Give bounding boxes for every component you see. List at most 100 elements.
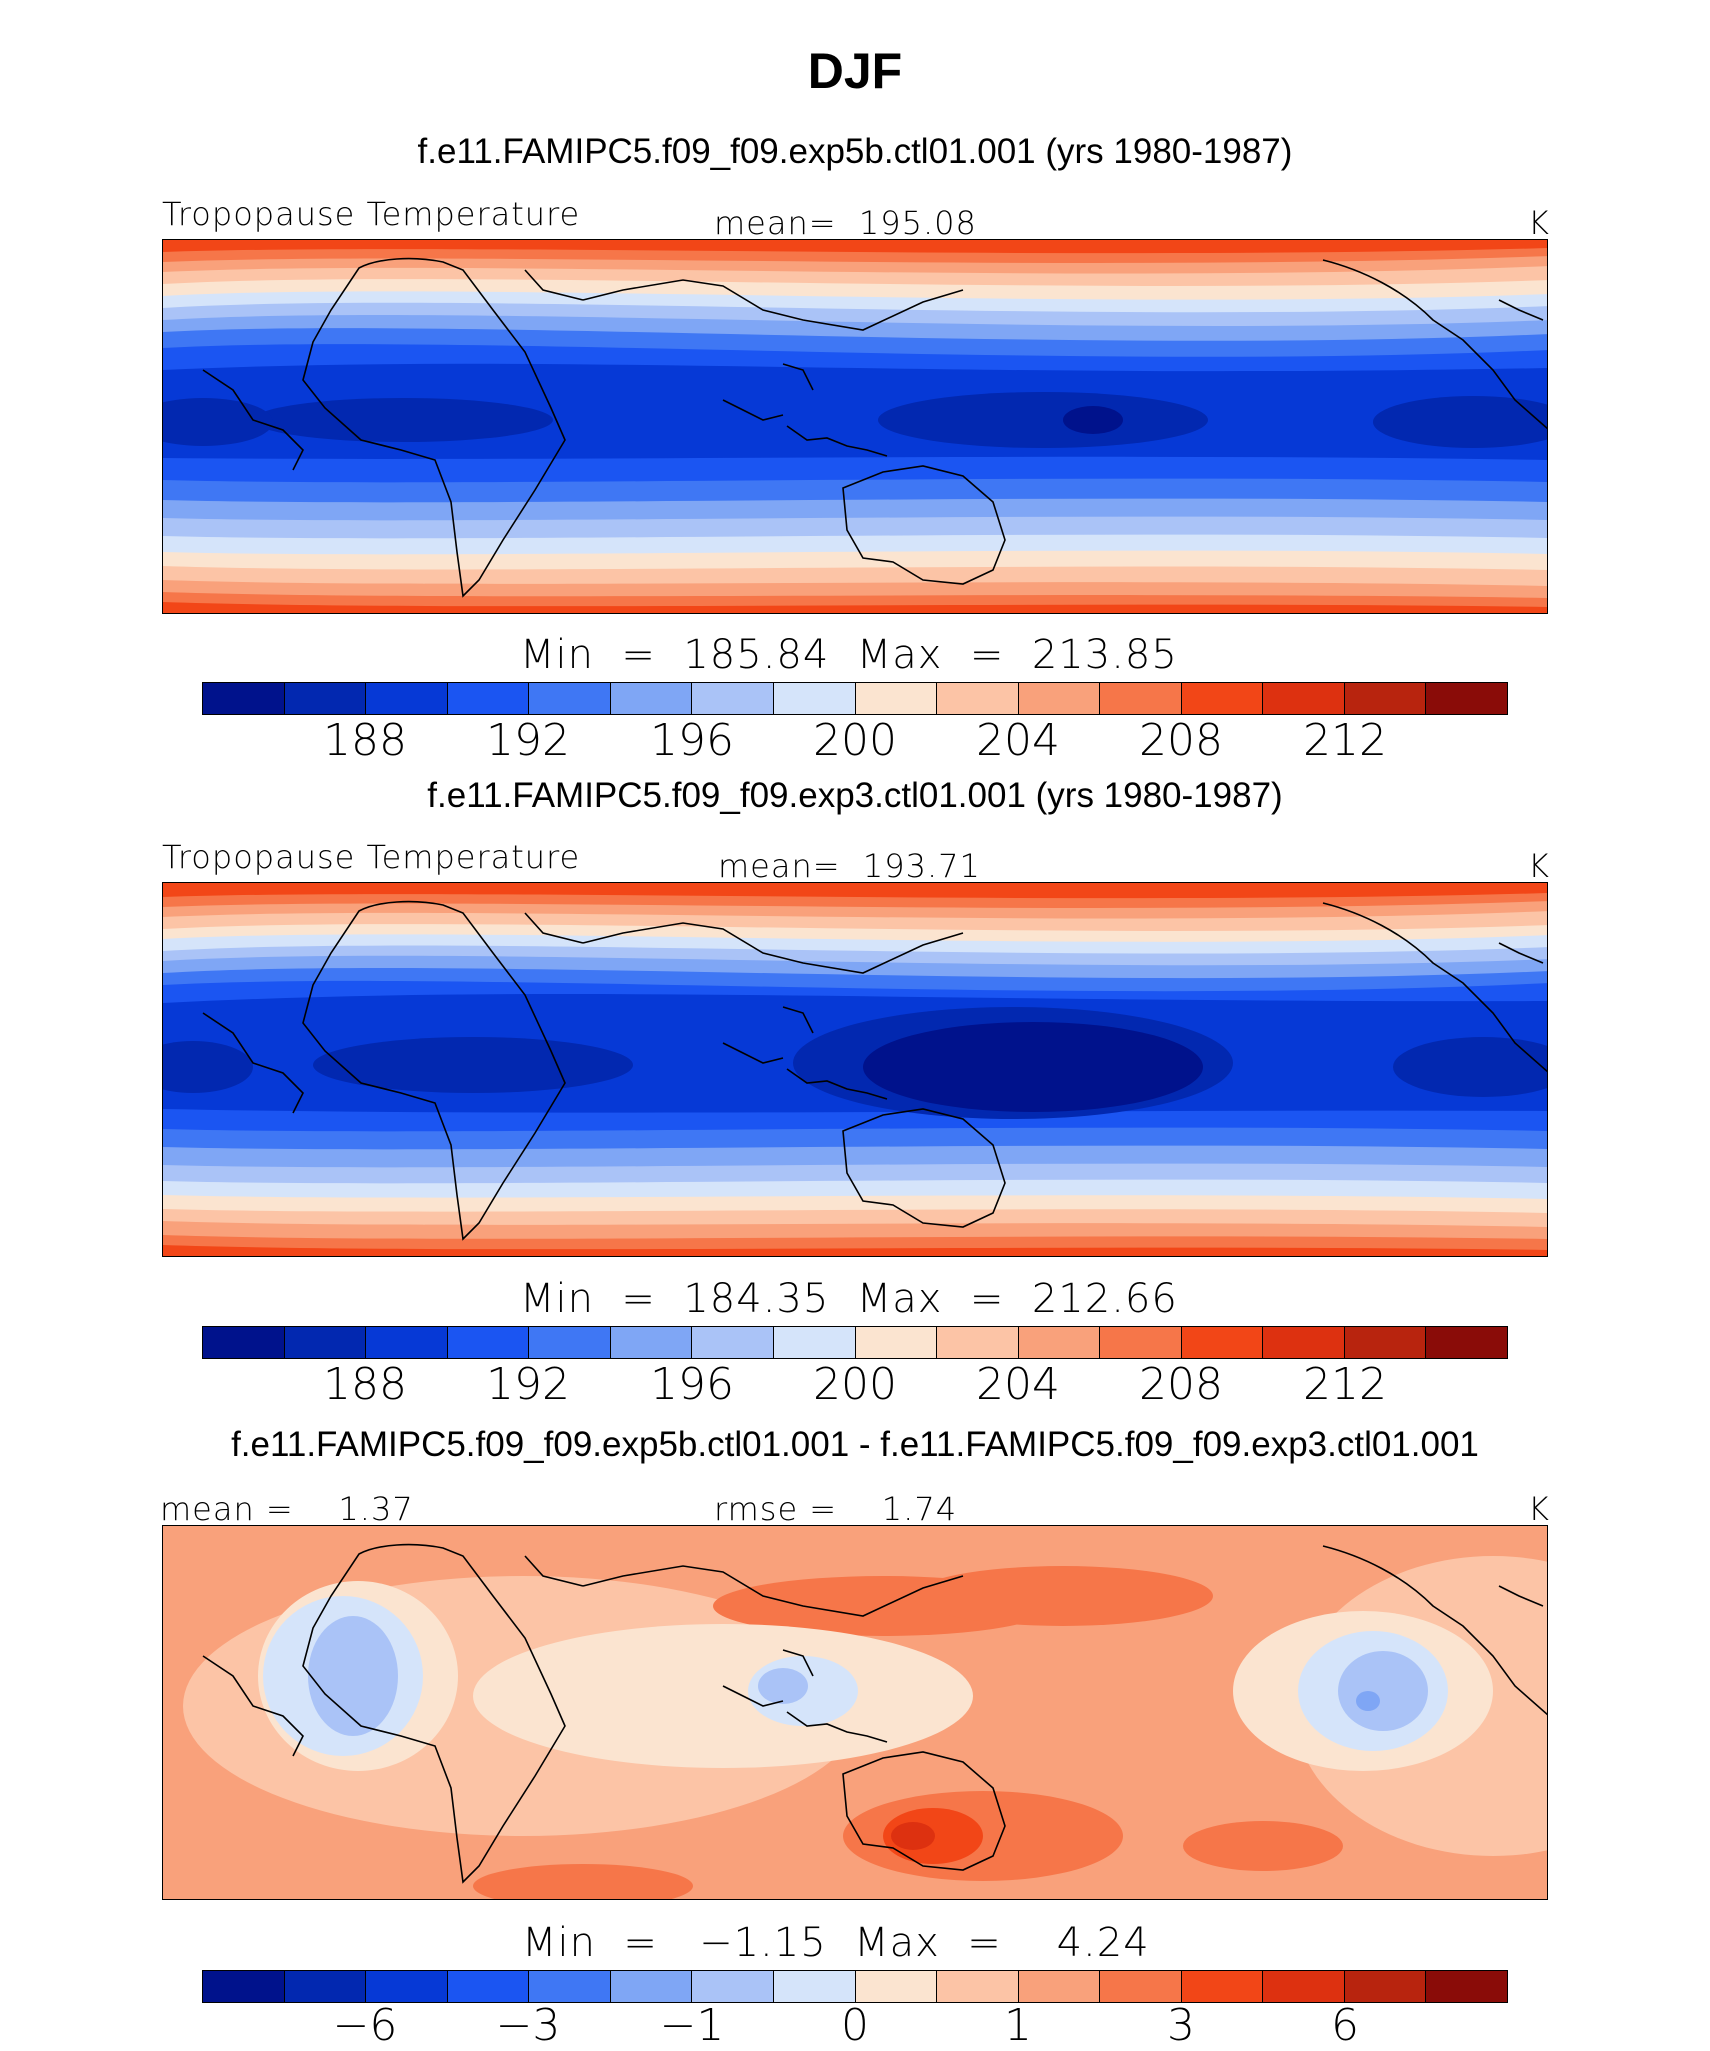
colorbar-swatch <box>1181 1971 1264 2002</box>
panel-3-tick: −1 <box>659 2000 725 2051</box>
panel-3-units-label: K <box>1528 1490 1550 1528</box>
panel-3-map <box>162 1525 1548 1900</box>
colorbar-swatch <box>366 1971 448 2002</box>
panel-1-tick: 200 <box>813 715 897 766</box>
colorbar-swatch <box>529 1971 611 2002</box>
colorbar-swatch <box>1100 1327 1182 1358</box>
colorbar-swatch <box>529 1327 611 1358</box>
colorbar-swatch <box>1263 1971 1345 2002</box>
colorbar-swatch <box>529 683 611 714</box>
panel-2-tick: 204 <box>976 1359 1060 1410</box>
colorbar-swatch <box>773 683 856 714</box>
panel-2-tick: 188 <box>323 1359 407 1410</box>
panel-3-colorbar <box>202 1970 1508 2003</box>
panel-3-tick: 6 <box>1331 2000 1359 2051</box>
colorbar-swatch <box>773 1971 856 2002</box>
panel-3-tick: −6 <box>332 2000 398 2051</box>
panel-3-tick: 0 <box>841 2000 869 2051</box>
colorbar-swatch <box>284 1971 367 2002</box>
panel-2-tick: 196 <box>650 1359 734 1410</box>
colorbar-swatch <box>1426 1971 1507 2002</box>
colorbar-swatch <box>610 683 693 714</box>
colorbar-swatch <box>692 683 774 714</box>
colorbar-swatch <box>1344 683 1427 714</box>
colorbar-swatch <box>447 1327 530 1358</box>
panel-2-run-title: f.e11.FAMIPC5.f09_f09.exp3.ctl01.001 (yr… <box>427 776 1283 815</box>
panel-1-colorbar <box>202 682 1508 715</box>
panel-2-minmax: Min = 184.35 Max = 212.66 <box>520 1276 1178 1322</box>
panel-3-mean-value: 1.37 <box>338 1490 414 1528</box>
panel-1-max-value: 213.85 <box>1031 632 1178 678</box>
colorbar-swatch <box>1018 1971 1101 2002</box>
colorbar-swatch <box>773 1327 856 1358</box>
figure-title: DJF <box>807 43 903 99</box>
colorbar-swatch <box>610 1971 693 2002</box>
panel-1-map <box>162 239 1548 614</box>
colorbar-swatch <box>1344 1971 1427 2002</box>
panel-1-units-label: K <box>1528 204 1550 242</box>
colorbar-swatch <box>203 683 285 714</box>
panel-3-tick: 3 <box>1167 2000 1195 2051</box>
panel-1-tick: 212 <box>1303 715 1387 766</box>
colorbar-swatch <box>855 1327 938 1358</box>
panel-2-tick: 200 <box>813 1359 897 1410</box>
colorbar-swatch <box>447 683 530 714</box>
panel-1-tick: 204 <box>976 715 1060 766</box>
colorbar-swatch <box>203 1971 285 2002</box>
colorbar-swatch <box>692 1971 774 2002</box>
colorbar-swatch <box>1426 683 1507 714</box>
panel-2-tick: 192 <box>486 1359 570 1410</box>
panel-1-mean-label: mean= 195.08 <box>714 204 977 242</box>
panel-1-tick: 208 <box>1139 715 1223 766</box>
colorbar-swatch <box>284 683 367 714</box>
colorbar-swatch <box>1344 1327 1427 1358</box>
panel-1-tick: 196 <box>650 715 734 766</box>
colorbar-swatch <box>692 1327 774 1358</box>
colorbar-swatch <box>1263 1327 1345 1358</box>
colorbar-swatch <box>937 1327 1019 1358</box>
panel-1-tick: 192 <box>486 715 570 766</box>
panel-3-mean-label: mean = 1.37 <box>160 1490 414 1528</box>
panel-2-map <box>162 882 1548 1257</box>
colorbar-swatch <box>1100 683 1182 714</box>
panel-2-min-value: 184.35 <box>683 1276 830 1322</box>
panel-3-tick: −3 <box>495 2000 561 2051</box>
colorbar-swatch <box>1100 1971 1182 2002</box>
colorbar-swatch <box>610 1327 693 1358</box>
panel-2-tick: 208 <box>1139 1359 1223 1410</box>
panel-3-minmax: Min = −1.15 Max = 4.24 <box>522 1920 1150 1966</box>
panel-3-max-value: 4.24 <box>1056 1920 1150 1966</box>
panel-2-mean-label: mean= 193.71 <box>718 847 981 885</box>
colorbar-swatch <box>203 1327 285 1358</box>
panel-1-mean-value: 195.08 <box>858 204 977 242</box>
colorbar-swatch <box>1018 683 1101 714</box>
panel-3-run-title: f.e11.FAMIPC5.f09_f09.exp5b.ctl01.001 - … <box>231 1425 1479 1464</box>
panel-1-run-title: f.e11.FAMIPC5.f09_f09.exp5b.ctl01.001 (y… <box>417 132 1293 171</box>
colorbar-swatch <box>366 683 448 714</box>
colorbar-swatch <box>937 683 1019 714</box>
panel-2-max-value: 212.66 <box>1031 1276 1178 1322</box>
panel-2-tick: 212 <box>1303 1359 1387 1410</box>
colorbar-swatch <box>1018 1327 1101 1358</box>
colorbar-swatch <box>855 1971 938 2002</box>
panel-1-variable-label: Tropopause Temperature <box>162 195 581 233</box>
colorbar-swatch <box>366 1327 448 1358</box>
panel-1-minmax: Min = 185.84 Max = 213.85 <box>520 632 1178 678</box>
panel-2-variable-label: Tropopause Temperature <box>162 838 581 876</box>
colorbar-swatch <box>284 1327 367 1358</box>
panel-2-colorbar <box>202 1326 1508 1359</box>
colorbar-swatch <box>937 1971 1019 2002</box>
panel-2-mean-value: 193.71 <box>862 847 981 885</box>
panel-3-tick: 1 <box>1004 2000 1032 2051</box>
panel-1-min-value: 185.84 <box>683 632 830 678</box>
panel-2-units-label: K <box>1528 847 1550 885</box>
panel-3-rmse-value: 1.74 <box>881 1490 958 1528</box>
colorbar-swatch <box>1263 683 1345 714</box>
panel-3-min-value: −1.15 <box>699 1920 827 1966</box>
colorbar-swatch <box>1181 683 1264 714</box>
panel-1-tick: 188 <box>323 715 407 766</box>
colorbar-swatch <box>1181 1327 1264 1358</box>
panel-3-rmse-label: rmse = 1.74 <box>714 1490 958 1528</box>
colorbar-swatch <box>447 1971 530 2002</box>
colorbar-swatch <box>855 683 938 714</box>
